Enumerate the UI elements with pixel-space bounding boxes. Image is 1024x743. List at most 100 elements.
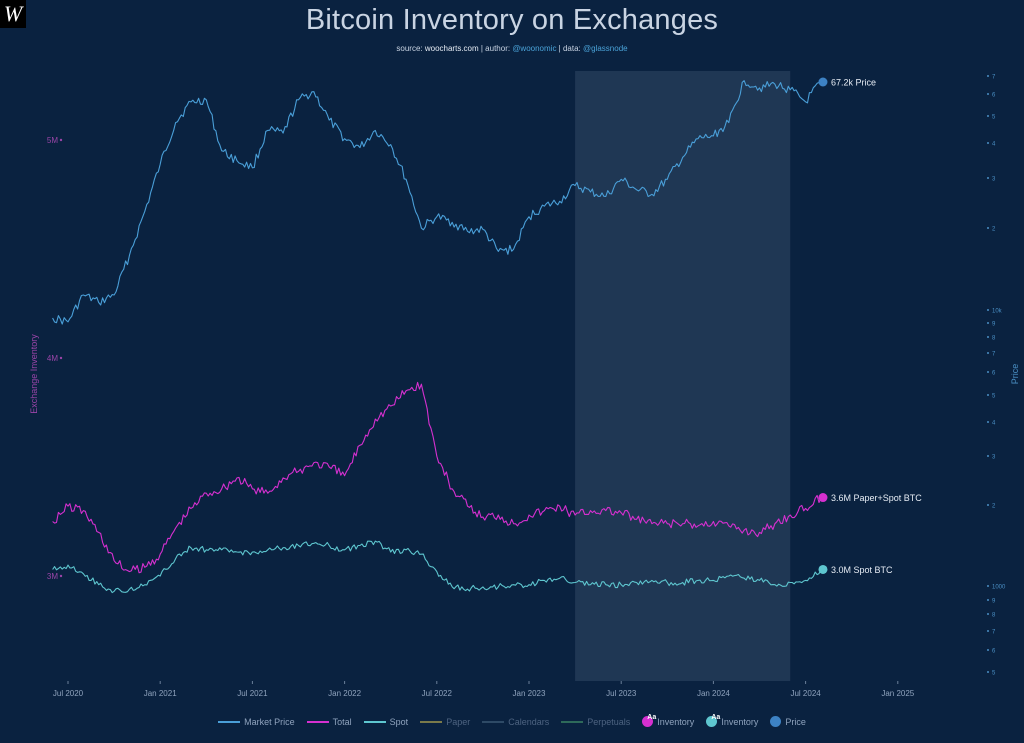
series-line-total (52, 381, 822, 574)
y-tick-right-price-mark (987, 142, 989, 144)
series-line-spot (52, 540, 822, 594)
series-end-marker-price (818, 77, 828, 87)
series-end-label-total: 3.6M Paper+Spot BTC (831, 493, 922, 503)
legend-line-swatch (561, 720, 584, 723)
legend-label: Spot (389, 716, 409, 727)
legend-label: Inventory (721, 716, 759, 727)
chart-subtitle: source: woocharts.com | author: @woonomi… (0, 44, 1024, 53)
y-tick-right-low: 5 (992, 671, 996, 677)
y-tick-right-mid: 10k (992, 309, 1003, 315)
series-line-price (52, 80, 822, 325)
legend-line-swatch (482, 720, 505, 723)
legend-dot-swatch: Aa (642, 714, 657, 727)
y-tick-right-mid-mark (987, 336, 989, 338)
x-tick-label: Jan 2021 (144, 689, 177, 698)
y-tick-left: 5M (47, 136, 58, 145)
y-tick-left: 4M (47, 354, 58, 363)
y-tick-right-price: 7 (992, 75, 996, 81)
legend-line-swatch (218, 720, 241, 723)
y-tick-right-mid: 7 (992, 352, 996, 358)
y-tick-right-low-mark (987, 649, 989, 651)
highlight-period (575, 71, 791, 681)
y-tick-right-mid: 9 (992, 322, 996, 328)
legend-item-price[interactable]: Price (770, 716, 806, 727)
y-tick-right-low-mark (987, 671, 989, 673)
legend-item-calendars[interactable]: Calendars (482, 716, 549, 727)
y-tick-right-price-mark (987, 115, 989, 117)
y-tick-right-price: 6 (992, 93, 996, 99)
legend-aa-mark: Aa (647, 714, 657, 721)
legend-label: Market Price (244, 716, 295, 727)
y-tick-right-low-mark (987, 585, 989, 587)
y-tick-right-mid: 3 (992, 455, 996, 461)
x-tick-label: Jul 2020 (53, 689, 84, 698)
legend-label: Calendars (508, 716, 550, 727)
legend-dot-swatch (770, 716, 782, 727)
y-tick-right-mid-mark (987, 371, 989, 373)
legend-label: Price (785, 716, 806, 727)
subtitle-author-link[interactable]: @woonomic (512, 44, 557, 53)
y-tick-right-low: 8 (992, 613, 996, 619)
legend-item-inventory[interactable]: Aa Inventory (642, 714, 695, 727)
y-tick-right-mid-mark (987, 309, 989, 311)
y-tick-right-mid-mark (987, 322, 989, 324)
y-tick-right-mid: 5 (992, 394, 996, 400)
legend-line-swatch (306, 720, 329, 723)
y-tick-right-mid: 4 (992, 421, 996, 427)
subtitle-data-label: | data: (556, 44, 583, 53)
y-tick-right-mid: 6 (992, 371, 996, 377)
woocharts-logo: W (0, 0, 26, 28)
y-tick-right-price: 4 (992, 142, 996, 148)
series-end-marker-spot (818, 564, 828, 574)
y-tick-right-price: 5 (992, 115, 996, 121)
y-tick-right-low: 6 (992, 649, 996, 655)
x-tick-label: Jan 2025 (881, 689, 914, 698)
subtitle-author-label: | author: (478, 44, 513, 53)
legend-item-market-price[interactable]: Market Price (218, 716, 295, 727)
x-tick-label: Jul 2021 (237, 689, 268, 698)
y-tick-right-low: 1000 (992, 585, 1006, 591)
y-tick-right-mid-mark (987, 504, 989, 506)
y-tick-right-low-mark (987, 599, 989, 601)
y-tick-right-mid-mark (987, 394, 989, 396)
y-tick-right-price-mark (987, 227, 989, 229)
y-axis-label-left: Exchange Inventory (29, 334, 39, 414)
chart-legend: Market Price Total Spot Paper Calendars Perpe… (0, 714, 1024, 727)
y-tick-mark-left (59, 356, 63, 360)
y-tick-mark-left (59, 574, 63, 578)
x-tick-label: Jul 2024 (790, 689, 821, 698)
legend-item-perpetuals[interactable]: Perpetuals (561, 716, 630, 727)
x-tick-label: Jul 2023 (606, 689, 637, 698)
y-tick-right-low: 7 (992, 630, 996, 636)
subtitle-data-link[interactable]: @glassnode (583, 44, 628, 53)
legend-item-paper[interactable]: Paper (420, 716, 470, 727)
subtitle-prefix: source: (396, 44, 425, 53)
y-tick-right-mid-mark (987, 352, 989, 354)
x-tick-label: Jan 2024 (697, 689, 730, 698)
legend-item-inventory[interactable]: Aa Inventory (706, 714, 759, 727)
legend-line-swatch (363, 720, 386, 723)
series-end-label-price: 67.2k Price (831, 78, 876, 88)
y-tick-left: 3M (47, 572, 58, 581)
chart-title: Bitcoin Inventory on Exchanges (305, 4, 719, 36)
y-tick-right-price: 3 (992, 177, 996, 183)
y-axis-label-right: Price (1010, 364, 1020, 385)
legend-item-spot[interactable]: Spot (363, 716, 409, 727)
legend-line-swatch (420, 720, 443, 723)
y-tick-right-mid-mark (987, 455, 989, 457)
legend-dot-swatch: Aa (706, 714, 721, 727)
legend-aa-mark: Aa (711, 714, 721, 721)
x-tick-label: Jul 2022 (422, 689, 453, 698)
x-tick-label: Jan 2022 (328, 689, 361, 698)
y-tick-right-low-mark (987, 613, 989, 615)
y-tick-right-price-mark (987, 75, 989, 77)
legend-label: Inventory (657, 716, 695, 727)
y-tick-right-low-mark (987, 630, 989, 632)
y-tick-right-price-mark (987, 93, 989, 95)
legend-item-total[interactable]: Total (306, 716, 352, 727)
legend-label: Perpetuals (587, 716, 631, 727)
y-tick-right-mid: 2 (992, 504, 996, 510)
y-tick-right-price: 2 (992, 227, 996, 233)
legend-label: Total (332, 716, 352, 727)
